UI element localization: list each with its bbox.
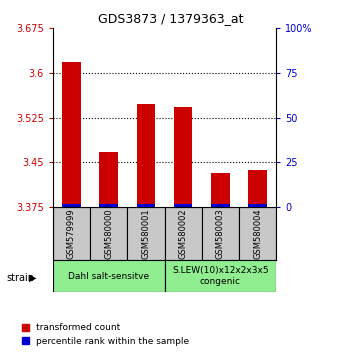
Bar <box>62 62 81 207</box>
Bar <box>174 204 192 207</box>
Bar <box>248 204 267 207</box>
Text: GSM580002: GSM580002 <box>179 208 188 259</box>
Bar <box>248 170 267 207</box>
Text: GSM579999: GSM579999 <box>67 208 76 259</box>
Text: S.LEW(10)x12x2x3x5
congenic: S.LEW(10)x12x2x3x5 congenic <box>172 267 269 286</box>
Bar <box>165 207 202 260</box>
Legend: transformed count, percentile rank within the sample: transformed count, percentile rank withi… <box>21 324 189 346</box>
Bar <box>62 204 81 207</box>
Bar <box>127 207 165 260</box>
Bar <box>99 204 118 207</box>
Bar <box>211 173 230 207</box>
Text: strain: strain <box>7 273 35 283</box>
Bar <box>137 204 155 207</box>
Bar <box>174 107 192 207</box>
Bar <box>90 207 127 260</box>
Bar <box>137 104 155 207</box>
Bar <box>53 260 165 292</box>
Bar <box>165 260 276 292</box>
Bar <box>99 152 118 207</box>
Text: GSM580000: GSM580000 <box>104 208 113 259</box>
Text: GSM580004: GSM580004 <box>253 208 262 259</box>
Text: Dahl salt-sensitve: Dahl salt-sensitve <box>68 272 149 281</box>
Bar <box>202 207 239 260</box>
Bar <box>211 204 230 207</box>
Text: GSM580003: GSM580003 <box>216 208 225 259</box>
Text: GDS3873 / 1379363_at: GDS3873 / 1379363_at <box>98 12 243 25</box>
Bar <box>53 207 90 260</box>
Text: GSM580001: GSM580001 <box>142 208 150 259</box>
Bar <box>239 207 276 260</box>
Text: ▶: ▶ <box>29 273 36 283</box>
